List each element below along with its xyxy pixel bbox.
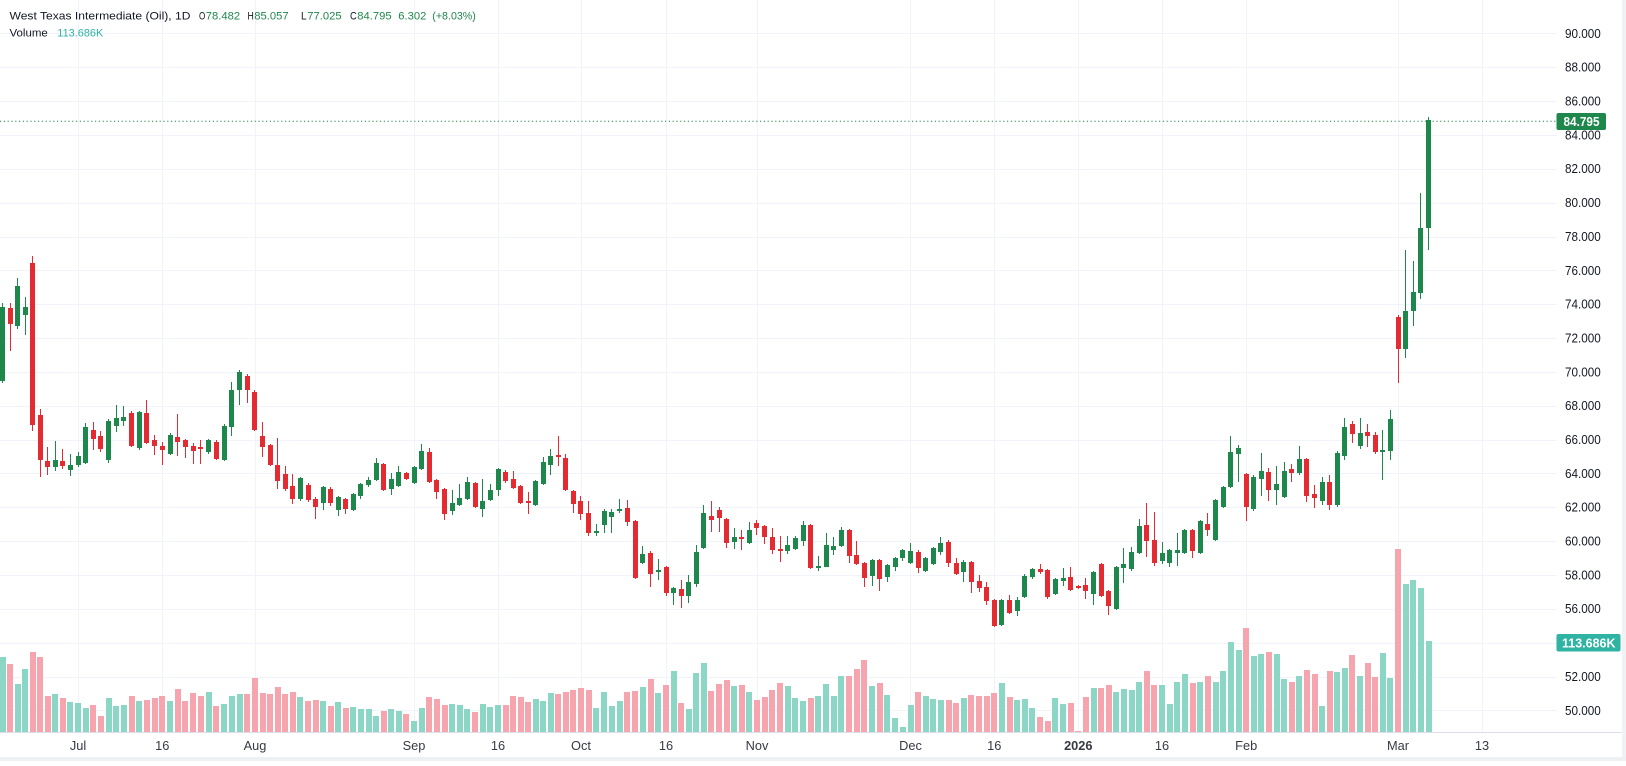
svg-text:C: C bbox=[350, 11, 357, 23]
svg-text:2026: 2026 bbox=[1064, 738, 1092, 753]
svg-text:58.000: 58.000 bbox=[1565, 568, 1601, 582]
svg-text:77.025: 77.025 bbox=[307, 11, 341, 23]
svg-text:80.000: 80.000 bbox=[1565, 196, 1601, 210]
svg-text:90.000: 90.000 bbox=[1565, 27, 1601, 41]
svg-text:68.000: 68.000 bbox=[1565, 399, 1601, 413]
svg-text:50.000: 50.000 bbox=[1565, 704, 1601, 718]
svg-text:O: O bbox=[199, 11, 205, 23]
svg-text:H: H bbox=[248, 11, 254, 23]
svg-text:L: L bbox=[301, 11, 307, 23]
svg-text:16: 16 bbox=[155, 738, 169, 753]
svg-text:84.795: 84.795 bbox=[1564, 115, 1600, 129]
svg-text:Oct: Oct bbox=[571, 738, 591, 753]
svg-text:Dec: Dec bbox=[899, 738, 922, 753]
svg-text:Sep: Sep bbox=[403, 738, 426, 753]
svg-text:78.000: 78.000 bbox=[1565, 230, 1601, 244]
svg-text:16: 16 bbox=[987, 738, 1001, 753]
svg-text:84.000: 84.000 bbox=[1565, 128, 1601, 142]
svg-text:Volume: Volume bbox=[10, 28, 48, 40]
svg-text:16: 16 bbox=[1155, 738, 1169, 753]
svg-text:66.000: 66.000 bbox=[1565, 433, 1601, 447]
svg-text:85.057: 85.057 bbox=[254, 11, 288, 23]
svg-text:82.000: 82.000 bbox=[1565, 162, 1601, 176]
svg-text:Feb: Feb bbox=[1235, 738, 1257, 753]
svg-text:84.795: 84.795 bbox=[357, 11, 391, 23]
svg-text:64.000: 64.000 bbox=[1565, 467, 1601, 481]
svg-text:(+8.03%): (+8.03%) bbox=[432, 11, 476, 23]
svg-text:62.000: 62.000 bbox=[1565, 501, 1601, 515]
svg-text:113.686K: 113.686K bbox=[57, 28, 103, 40]
svg-text:70.000: 70.000 bbox=[1565, 365, 1601, 379]
svg-text:Nov: Nov bbox=[746, 738, 769, 753]
svg-text:West Texas Intermediate (Oil),: West Texas Intermediate (Oil), 1D bbox=[10, 11, 191, 23]
svg-text:16: 16 bbox=[491, 738, 505, 753]
svg-text:74.000: 74.000 bbox=[1565, 298, 1601, 312]
svg-text:Aug: Aug bbox=[244, 738, 267, 753]
svg-text:86.000: 86.000 bbox=[1565, 95, 1601, 109]
svg-text:13: 13 bbox=[1475, 738, 1489, 753]
svg-text:78.482: 78.482 bbox=[206, 11, 240, 23]
svg-text:Mar: Mar bbox=[1387, 738, 1410, 753]
svg-text:52.000: 52.000 bbox=[1565, 670, 1601, 684]
svg-text:72.000: 72.000 bbox=[1565, 331, 1601, 345]
svg-text:16: 16 bbox=[659, 738, 673, 753]
svg-text:6.302: 6.302 bbox=[398, 11, 426, 23]
svg-text:88.000: 88.000 bbox=[1565, 61, 1601, 75]
svg-text:60.000: 60.000 bbox=[1565, 535, 1601, 549]
svg-text:113.686K: 113.686K bbox=[1562, 636, 1616, 650]
svg-text:Jul: Jul bbox=[70, 738, 86, 753]
svg-text:76.000: 76.000 bbox=[1565, 264, 1601, 278]
svg-text:56.000: 56.000 bbox=[1565, 602, 1601, 616]
